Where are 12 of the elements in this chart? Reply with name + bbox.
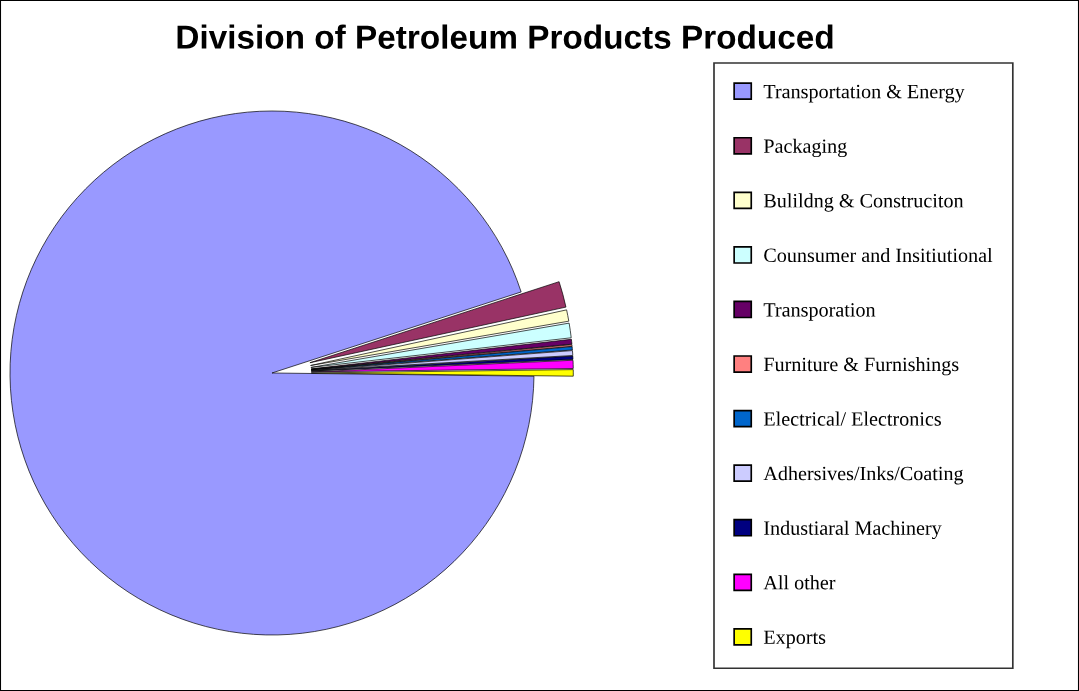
legend-label: Adhersives/Inks/Coating: [763, 466, 964, 485]
legend-label: Packaging: [763, 138, 847, 158]
legend-label: Electrical/ Electronics: [763, 411, 941, 426]
legend-label: Transporation: [763, 303, 876, 321]
legend-label: Bulildng & Construciton: [763, 193, 964, 212]
chart-title: Division of Petroleum Products Produced: [177, 24, 833, 49]
legend-label: All other: [763, 575, 836, 590]
legend-label: Transportation & Energy: [763, 84, 965, 103]
legend-label: Exports: [763, 630, 826, 649]
legend-label: Industiaral Machinery: [764, 520, 942, 540]
legend-label: Counsumer and Insitiutional: [764, 247, 993, 263]
legend-label: Furniture & Furnishings: [763, 357, 959, 376]
